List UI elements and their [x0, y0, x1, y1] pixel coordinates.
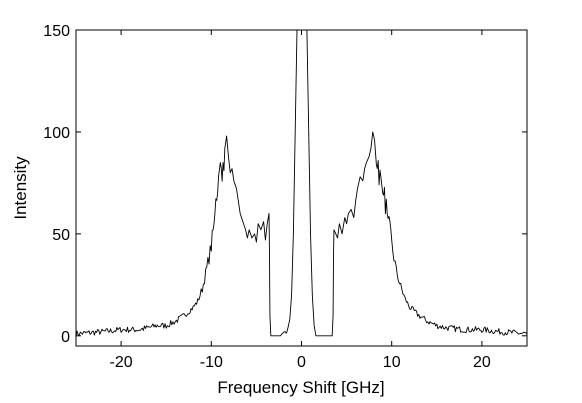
tick-marks — [76, 29, 527, 346]
y-tick-label: 50 — [52, 227, 70, 244]
y-axis-label: Intensity — [11, 156, 30, 220]
series-group — [75, 29, 528, 337]
y-tick-label: 100 — [43, 125, 70, 142]
plot-area — [75, 29, 528, 347]
y-tick-label: 150 — [43, 23, 70, 40]
x-tick-label: 10 — [383, 354, 401, 371]
y-tick-label: 0 — [61, 329, 70, 346]
x-tick-label: -20 — [110, 354, 133, 371]
x-tick-label: -10 — [200, 354, 223, 371]
spectrum-line — [75, 29, 528, 337]
x-tick-label: 20 — [473, 354, 491, 371]
x-tick-labels: -20 -10 0 10 20 — [110, 354, 491, 371]
y-tick-labels: 0 50 100 150 — [43, 23, 70, 346]
x-tick-label: 0 — [297, 354, 306, 371]
x-axis-label: Frequency Shift [GHz] — [217, 378, 384, 397]
